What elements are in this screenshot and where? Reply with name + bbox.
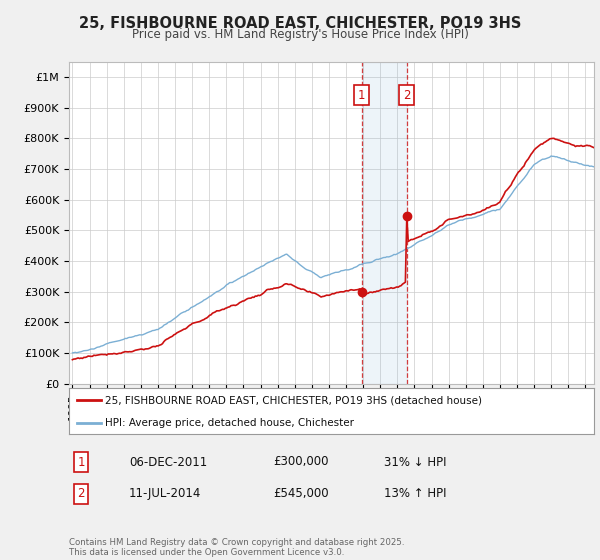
Text: £545,000: £545,000 [273,487,329,501]
Text: HPI: Average price, detached house, Chichester: HPI: Average price, detached house, Chic… [105,418,354,427]
Text: 11-JUL-2014: 11-JUL-2014 [129,487,202,501]
Text: 1: 1 [77,455,85,469]
Text: 2: 2 [403,89,410,102]
Text: 25, FISHBOURNE ROAD EAST, CHICHESTER, PO19 3HS: 25, FISHBOURNE ROAD EAST, CHICHESTER, PO… [79,16,521,31]
Text: £300,000: £300,000 [273,455,329,469]
Text: Contains HM Land Registry data © Crown copyright and database right 2025.
This d: Contains HM Land Registry data © Crown c… [69,538,404,557]
Text: 13% ↑ HPI: 13% ↑ HPI [384,487,446,501]
Bar [362,62,407,384]
Text: 25, FISHBOURNE ROAD EAST, CHICHESTER, PO19 3HS (detached house): 25, FISHBOURNE ROAD EAST, CHICHESTER, PO… [105,395,482,405]
Text: 31% ↓ HPI: 31% ↓ HPI [384,455,446,469]
Text: 1: 1 [358,89,365,102]
Text: 2: 2 [77,487,85,501]
Text: Price paid vs. HM Land Registry's House Price Index (HPI): Price paid vs. HM Land Registry's House … [131,28,469,41]
Text: 06-DEC-2011: 06-DEC-2011 [129,455,207,469]
